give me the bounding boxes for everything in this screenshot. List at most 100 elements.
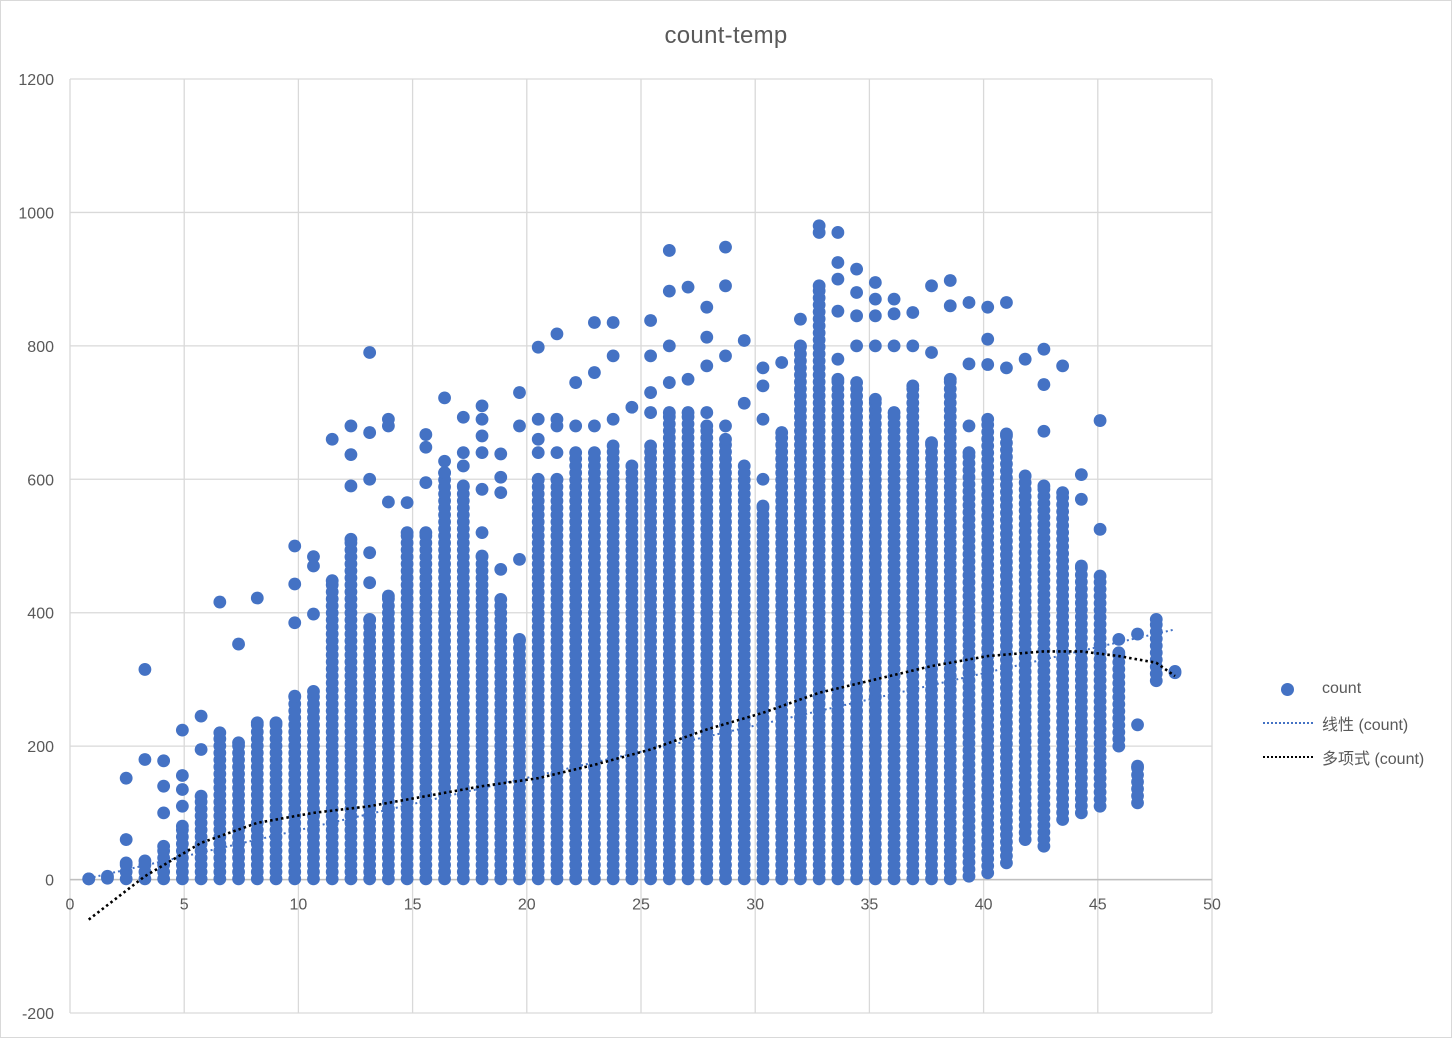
data-point [1149,612,1163,626]
data-point [531,412,545,426]
data-point [737,459,751,473]
x-tick-label: 50 [1203,897,1221,914]
x-tick-label: 40 [975,897,993,914]
data-point [737,396,751,410]
data-point [868,276,882,289]
data-point [588,366,601,379]
data-point [662,406,676,419]
x-tick-label: 45 [1089,897,1107,914]
data-point [232,637,245,651]
y-tick-label: 600 [27,472,54,489]
data-point [831,372,845,386]
data-point [662,284,676,298]
data-point [756,472,770,486]
data-point [363,576,377,590]
data-point [550,327,564,341]
legend-label: 线性 (count) [1322,717,1409,734]
data-point [962,419,976,433]
data-point [456,479,470,493]
data-point [1131,718,1144,732]
data-point [513,386,526,399]
data-point [737,334,751,347]
data-point [662,339,676,353]
data-point [719,279,732,293]
data-point [925,346,938,359]
data-point [756,361,770,375]
trend-lines [87,628,1176,921]
data-point [681,406,695,419]
legend-line-icon [1263,756,1313,758]
data-point [1037,342,1051,356]
data-point [794,339,807,353]
data-point [700,406,714,419]
data-point [1000,361,1013,375]
data-point [962,296,976,309]
data-point [681,280,695,294]
data-point [119,856,133,870]
data-point [700,419,714,433]
data-point [438,454,451,468]
x-tick-label: 10 [290,897,308,914]
data-point [513,633,526,646]
data-point [1000,427,1013,441]
data-point [1037,479,1051,493]
data-point [475,446,489,459]
data-point [644,349,657,363]
data-point [475,429,489,443]
data-point [756,412,770,426]
data-point [719,432,732,446]
data-point [868,392,882,406]
data-point [588,419,601,433]
y-tick-label: 400 [27,606,54,623]
data-point [194,709,208,723]
data-point [756,499,770,513]
data-point [868,339,882,353]
data-point [213,595,227,609]
data-point [531,472,545,486]
data-point [794,312,807,326]
data-point [381,495,395,509]
data-point [1056,359,1070,373]
data-point [363,612,377,626]
data-point [213,726,227,740]
linear-trend-line [88,628,1176,880]
data-point [288,577,302,591]
data-point [831,256,845,269]
data-point [887,292,901,306]
data-point [344,479,358,493]
data-point [1093,569,1107,583]
data-point [157,754,171,768]
data-point [531,340,545,354]
data-point [569,446,583,459]
data-point [456,446,470,459]
data-point [625,459,639,473]
data-point [569,419,583,433]
data-point [962,357,976,371]
data-point [887,406,901,419]
data-point [644,406,657,419]
data-point [82,872,96,886]
data-point [138,753,152,766]
data-point [475,399,489,413]
data-point [775,426,789,439]
data-point [588,316,601,329]
data-point [1074,492,1088,506]
data-point [550,446,564,459]
data-point [250,591,264,605]
data-point [1131,627,1144,641]
data-point [1037,424,1051,438]
data-point [381,589,395,603]
data-point [1000,296,1013,309]
x-tick-label: 30 [746,897,764,914]
data-point [850,309,864,323]
data-point [775,356,789,369]
data-point [494,447,508,461]
data-point [531,432,545,446]
x-tick-label: 0 [66,897,75,914]
legend-item-count: count [1262,672,1447,706]
data-point [363,346,377,359]
data-point [831,304,845,318]
data-point [494,562,508,576]
data-point [644,386,657,399]
